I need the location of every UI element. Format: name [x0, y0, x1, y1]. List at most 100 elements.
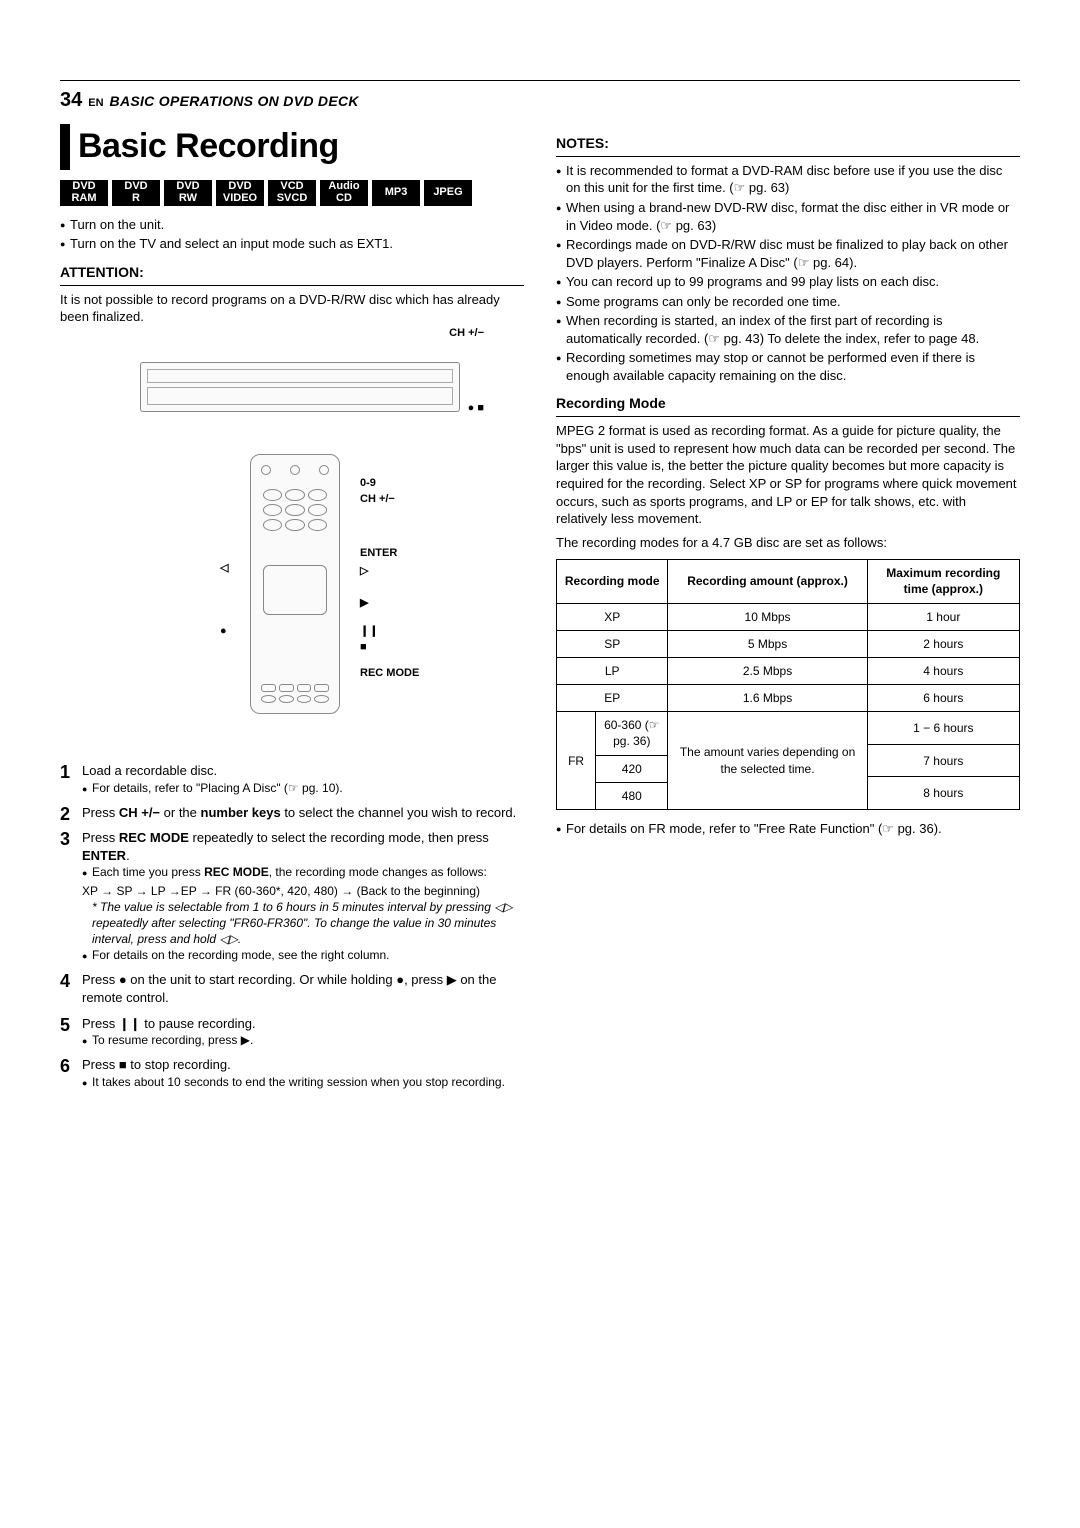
- note-item: Recordings made on DVD-R/RW disc must be…: [556, 236, 1020, 271]
- cell-amount-fr: The amount varies depending on the selec…: [668, 712, 867, 810]
- dvd-deck-illustration: [140, 362, 460, 412]
- cell-time: 1 − 6 hours: [867, 712, 1019, 745]
- cell-time: 1 hour: [867, 603, 1019, 630]
- step-number: 5: [60, 1013, 70, 1037]
- th-amount: Recording amount (approx.): [668, 560, 867, 603]
- step-sub-bullets: To resume recording, press ▶.: [82, 1032, 524, 1048]
- recording-mode-heading: Recording Mode: [556, 394, 1020, 413]
- annot-ch-top: CH +/−: [449, 326, 484, 341]
- format-tags: DVDRAMDVDRDVDRWDVDVIDEOVCDSVCDAudioCDMP3…: [60, 180, 524, 206]
- divider: [556, 156, 1020, 157]
- title-block: Basic Recording: [60, 124, 524, 170]
- annot-09: 0-9: [360, 476, 376, 491]
- divider: [556, 416, 1020, 417]
- format-tag: DVDRAM: [60, 180, 108, 206]
- note-item: Recording sometimes may stop or cannot b…: [556, 349, 1020, 384]
- attention-text: It is not possible to record programs on…: [60, 291, 524, 326]
- annot-rec: ●: [220, 624, 227, 639]
- attention-heading: ATTENTION:: [60, 263, 524, 282]
- cell-amount: 1.6 Mbps: [668, 685, 867, 712]
- step-item: 4Press ● on the unit to start recording.…: [60, 971, 524, 1006]
- step-sub-bullets: For details on the recording mode, see t…: [82, 947, 524, 963]
- step-number: 6: [60, 1054, 70, 1078]
- fr-label: FR: [557, 712, 596, 809]
- fr-sub2: 420: [596, 755, 668, 782]
- recording-mode-footnote-list: For details on FR mode, refer to "Free R…: [556, 820, 1020, 838]
- step-sub-bullets: It takes about 10 seconds to end the wri…: [82, 1074, 524, 1090]
- annot-stop: ■: [360, 640, 367, 655]
- step-text: Press ● on the unit to start recording. …: [82, 971, 524, 1006]
- format-tag: JPEG: [424, 180, 472, 206]
- cell-amount: 2.5 Mbps: [668, 657, 867, 684]
- table-row: XP10 Mbps1 hour: [557, 603, 1020, 630]
- step-sub: To resume recording, press ▶.: [82, 1032, 524, 1048]
- format-tag: VCDSVCD: [268, 180, 316, 206]
- recording-mode-table: Recording mode Recording amount (approx.…: [556, 559, 1020, 810]
- step-sub-bullets: Each time you press REC MODE, the record…: [82, 864, 524, 880]
- left-column: Basic Recording DVDRAMDVDRDVDRWDVDVIDEOV…: [60, 124, 524, 1098]
- annot-enter: ENTER: [360, 546, 397, 561]
- table-row: FR60-360 (☞ pg. 36)420480The amount vari…: [557, 712, 1020, 745]
- cell-mode: XP: [557, 603, 668, 630]
- notes-list: It is recommended to format a DVD-RAM di…: [556, 162, 1020, 385]
- cell-time: 6 hours: [867, 685, 1019, 712]
- page-header: 34 EN BASIC OPERATIONS ON DVD DECK: [60, 80, 1020, 114]
- note-item: Some programs can only be recorded one t…: [556, 293, 1020, 311]
- format-tag: DVDRW: [164, 180, 212, 206]
- step-sub: It takes about 10 seconds to end the wri…: [82, 1074, 524, 1090]
- fr-sub1: 60-360 (☞ pg. 36): [596, 712, 668, 755]
- cell-time: 4 hours: [867, 657, 1019, 684]
- step-item: 5Press ❙❙ to pause recording.To resume r…: [60, 1015, 524, 1049]
- step-item: 6 Press ■ to stop recording.It takes abou…: [60, 1056, 524, 1090]
- step-number: 3: [60, 827, 70, 851]
- page-number: 34: [60, 87, 82, 114]
- cell-mode-fr: FR60-360 (☞ pg. 36)420480: [557, 712, 668, 810]
- cell-amount: 10 Mbps: [668, 603, 867, 630]
- content-columns: Basic Recording DVDRAMDVDRDVDRWDVDVIDEOV…: [60, 124, 1020, 1098]
- step-sub: For details, refer to "Placing A Disc" (…: [82, 780, 524, 796]
- th-mode: Recording mode: [557, 560, 668, 603]
- step-item: 2Press CH +/− or the number keys to sele…: [60, 804, 524, 822]
- note-item: When recording is started, an index of t…: [556, 312, 1020, 347]
- recording-mode-footnote: For details on FR mode, refer to "Free R…: [556, 820, 1020, 838]
- format-tag: DVDVIDEO: [216, 180, 264, 206]
- step-item: 3 Press REC MODE repeatedly to select the…: [60, 829, 524, 963]
- steps-list: 1 Load a recordable disc.For details, ref…: [60, 762, 524, 1090]
- step-item: 1 Load a recordable disc.For details, ref…: [60, 762, 524, 796]
- table-row: LP2.5 Mbps4 hours: [557, 657, 1020, 684]
- step-text: Press CH +/− or the number keys to selec…: [82, 804, 524, 822]
- recording-mode-para1: MPEG 2 format is used as recording forma…: [556, 422, 1020, 527]
- step-number: 2: [60, 802, 70, 826]
- note-item: It is recommended to format a DVD-RAM di…: [556, 162, 1020, 197]
- right-column: NOTES: It is recommended to format a DVD…: [556, 124, 1020, 1098]
- device-diagram: CH +/− ● ■: [60, 326, 524, 746]
- format-tag: MP3: [372, 180, 420, 206]
- annot-rec-stop: ● ■: [468, 401, 484, 416]
- step-footnote: * The value is selectable from 1 to 6 ho…: [82, 899, 524, 948]
- step-sub-bullets: For details, refer to "Placing A Disc" (…: [82, 780, 524, 796]
- fr-sub3: 480: [596, 782, 668, 809]
- cell-time: 8 hours: [867, 777, 1019, 810]
- intro-bullet: Turn on the unit.: [60, 216, 524, 234]
- page-section-title: BASIC OPERATIONS ON DVD DECK: [110, 92, 359, 111]
- step-text: Press REC MODE repeatedly to select the …: [82, 829, 524, 864]
- page-title: Basic Recording: [78, 124, 339, 170]
- step-number: 1: [60, 760, 70, 784]
- note-item: When using a brand-new DVD-RW disc, form…: [556, 199, 1020, 234]
- annot-right: ▷: [360, 564, 368, 579]
- cell-time: 2 hours: [867, 630, 1019, 657]
- step-text: Press ■ to stop recording.: [82, 1056, 524, 1074]
- table-row: SP5 Mbps2 hours: [557, 630, 1020, 657]
- cell-mode: SP: [557, 630, 668, 657]
- step-text: Load a recordable disc.: [82, 762, 524, 780]
- intro-bullets: Turn on the unit.Turn on the TV and sele…: [60, 216, 524, 253]
- cell-amount: 5 Mbps: [668, 630, 867, 657]
- step-sub: Each time you press REC MODE, the record…: [82, 864, 524, 880]
- recording-mode-para2: The recording modes for a 4.7 GB disc ar…: [556, 534, 1020, 552]
- mode-chain: XP → SP → LP →EP → FR (60-360*, 420, 480…: [82, 883, 524, 899]
- notes-heading: NOTES:: [556, 134, 1020, 153]
- title-accent-bar: [60, 124, 70, 170]
- th-time: Maximum recording time (approx.): [867, 560, 1019, 603]
- annot-left: ◁: [220, 561, 228, 576]
- format-tag: AudioCD: [320, 180, 368, 206]
